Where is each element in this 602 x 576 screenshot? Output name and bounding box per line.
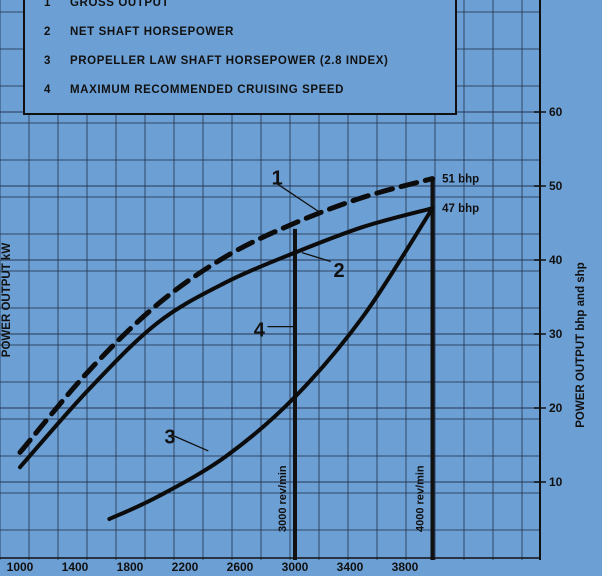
right-tick-label: 30 [549, 327, 563, 341]
marker-label: 4000 rev/min [415, 465, 427, 532]
legend-item-text: GROSS OUTPUT [70, 0, 169, 9]
right-tick-label: 60 [549, 105, 563, 119]
annotation-label: 1 [272, 168, 283, 190]
right-tick-label: 40 [549, 253, 563, 267]
legend-item-number: 4 [44, 84, 51, 96]
legend-item-text: MAXIMUM RECOMMENDED CRUISING SPEED [70, 84, 344, 96]
x-tick-label: 1000 [7, 560, 34, 574]
x-tick-label: 1800 [117, 560, 144, 574]
legend-item-text: PROPELLER LAW SHAFT HORSEPOWER (2.8 INDE… [70, 55, 388, 67]
series-lines [17, 176, 435, 521]
annotation-label: 51 bhp [442, 174, 479, 186]
legend: 1 GROSS OUTPUT 2 NET SHAFT HORSEPOWER 3 PROPE… [23, 0, 457, 115]
annotation-label: 4 [254, 319, 266, 341]
marker-label: 3000 rev/min [277, 465, 289, 532]
right-tick-label: 10 [549, 475, 563, 489]
legend-box [23, 0, 457, 115]
x-tick-label: 2200 [172, 560, 199, 574]
axes: 1000 1400 1800 2200 2600 3000 3400 3800 10 20 30 40… [1, 105, 587, 574]
x-tick-label: 3400 [337, 560, 364, 574]
series-line-2 [18, 206, 435, 470]
annotation-label: 47 bhp [442, 203, 479, 215]
annotations: 1 2 3 4 51 bhp 47 bhp [164, 168, 479, 452]
legend-item-number: 1 [44, 0, 51, 9]
right-tick-label: 20 [549, 401, 563, 415]
left-axis-label: POWER OUTPUT kW [1, 243, 13, 358]
right-axis-label: POWER OUTPUT bhp and shp [575, 262, 587, 427]
vertical-markers: 3000 rev/min 4000 rev/min [277, 178, 435, 560]
annotation-label: 2 [334, 260, 345, 282]
annotation-leader [301, 251, 331, 263]
right-tick-label: 50 [549, 179, 563, 193]
x-tick-label: 2600 [227, 560, 254, 574]
legend-item-number: 2 [44, 26, 50, 38]
legend-item-number: 3 [44, 55, 50, 67]
x-tick-label: 1400 [62, 560, 89, 574]
annotation-label: 3 [164, 427, 175, 449]
annotation-leader [276, 183, 323, 215]
series-line-1 [17, 176, 435, 455]
x-tick-label: 3800 [392, 560, 419, 574]
legend-item-text: NET SHAFT HORSEPOWER [70, 26, 234, 38]
annotation-leader [172, 434, 209, 452]
x-tick-label: 3000 [282, 560, 309, 574]
series-line-3 [107, 206, 435, 521]
